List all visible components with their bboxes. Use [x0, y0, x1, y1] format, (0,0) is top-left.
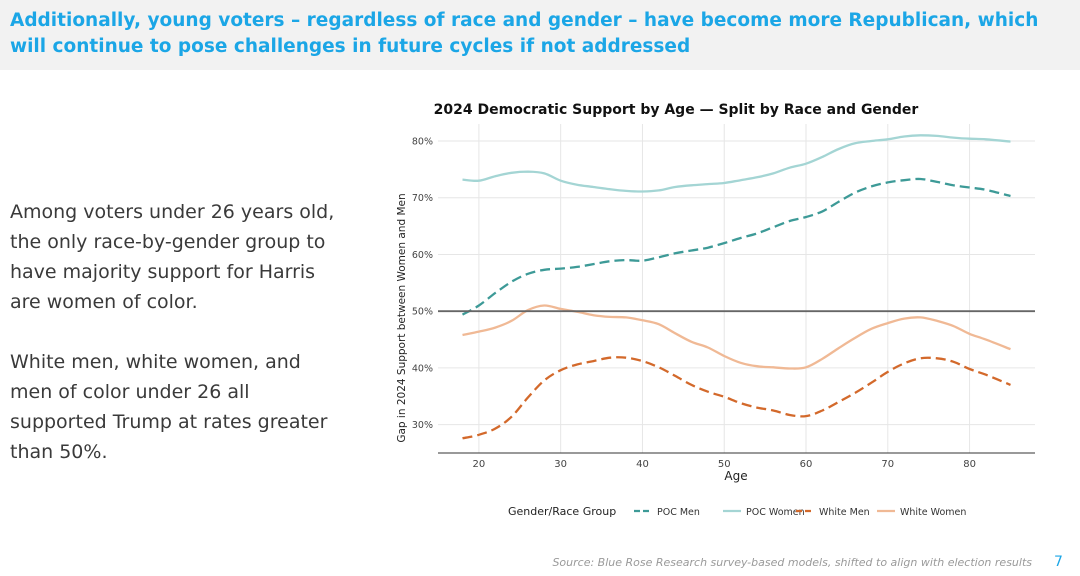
x-tick-label: 40 [636, 459, 649, 470]
legend-label: POC Women [746, 507, 805, 518]
y-tick-label: 80% [412, 137, 433, 148]
chart-axes: 20 30 40 50 60 70 80 30% 40% 50% 60% 70% 80% [412, 137, 1035, 470]
series-line-white-women [462, 304, 1011, 370]
x-tick-label: 50 [718, 459, 731, 470]
y-tick-label: 50% [412, 307, 433, 318]
y-tick-label: 40% [412, 363, 433, 374]
x-axis-label: Age [724, 469, 747, 483]
y-tick-label: 60% [412, 250, 433, 261]
legend-label: White Women [900, 507, 966, 518]
y-tick-label: 30% [412, 420, 433, 431]
x-tick-label: 30 [554, 459, 567, 470]
page-title: Additionally, young voters – regardless … [10, 10, 1039, 57]
chart-title: 2024 Democratic Support by Age — Split b… [434, 102, 919, 118]
x-tick-label: 20 [473, 459, 486, 470]
legend-label: POC Men [657, 507, 700, 518]
series-line-poc-men [461, 177, 1011, 316]
header-bar: Additionally, young voters – regardless … [0, 0, 1080, 70]
source-note: Source: Blue Rose Research survey-based … [552, 556, 1032, 569]
x-tick-label: 60 [800, 459, 813, 470]
chart-legend: Gender/Race Group POC Men POC Women White … [508, 505, 966, 518]
chart-series [461, 134, 1011, 440]
x-tick-label: 70 [881, 459, 894, 470]
legend-label: White Men [819, 507, 870, 518]
line-chart: 2024 Democratic Support by Age — Split b… [396, 102, 1035, 518]
page-number: 7 [1054, 554, 1063, 570]
x-tick-label: 80 [963, 459, 976, 470]
y-axis-label: Gap in 2024 Support between Women and Me… [396, 193, 408, 442]
legend-title: Gender/Race Group [508, 505, 616, 518]
y-tick-label: 70% [412, 193, 433, 204]
series-line-white-men [462, 356, 1011, 440]
body-paragraph-2: White men, white women, and men of color… [10, 351, 328, 463]
chart-gridlines [438, 124, 1035, 453]
body-paragraph-1: Among voters under 26 years old, the onl… [10, 201, 335, 313]
series-line-poc-women [462, 134, 1011, 193]
